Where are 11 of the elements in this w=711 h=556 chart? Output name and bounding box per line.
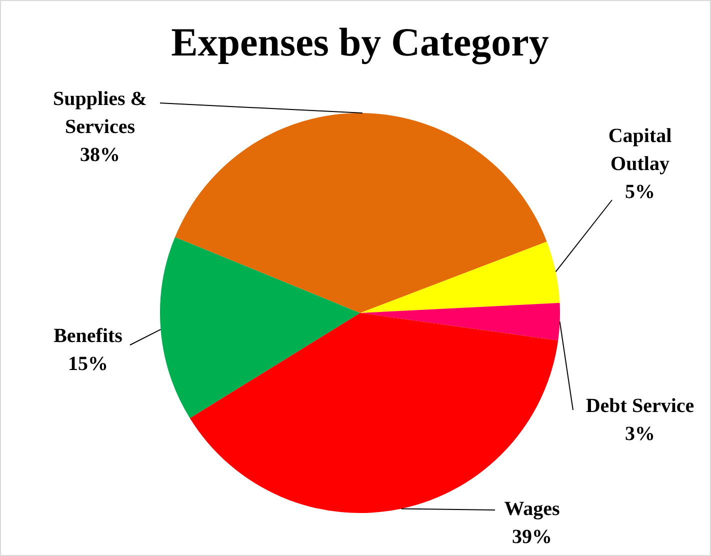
chart-title: Expenses by Category: [171, 19, 549, 64]
data-label: 3%: [625, 423, 655, 446]
data-label: 15%: [68, 353, 108, 376]
slice-label: Capital Outlay: [608, 125, 672, 176]
slice-label: Debt Service: [586, 395, 694, 418]
data-label: 39%: [512, 526, 552, 548]
slice-label: Supplies & Services: [53, 88, 147, 138]
slice-label: Benefits: [54, 325, 123, 348]
slice-label: Wages: [504, 498, 560, 520]
data-label: 5%: [625, 181, 655, 204]
data-label: 38%: [80, 144, 120, 166]
